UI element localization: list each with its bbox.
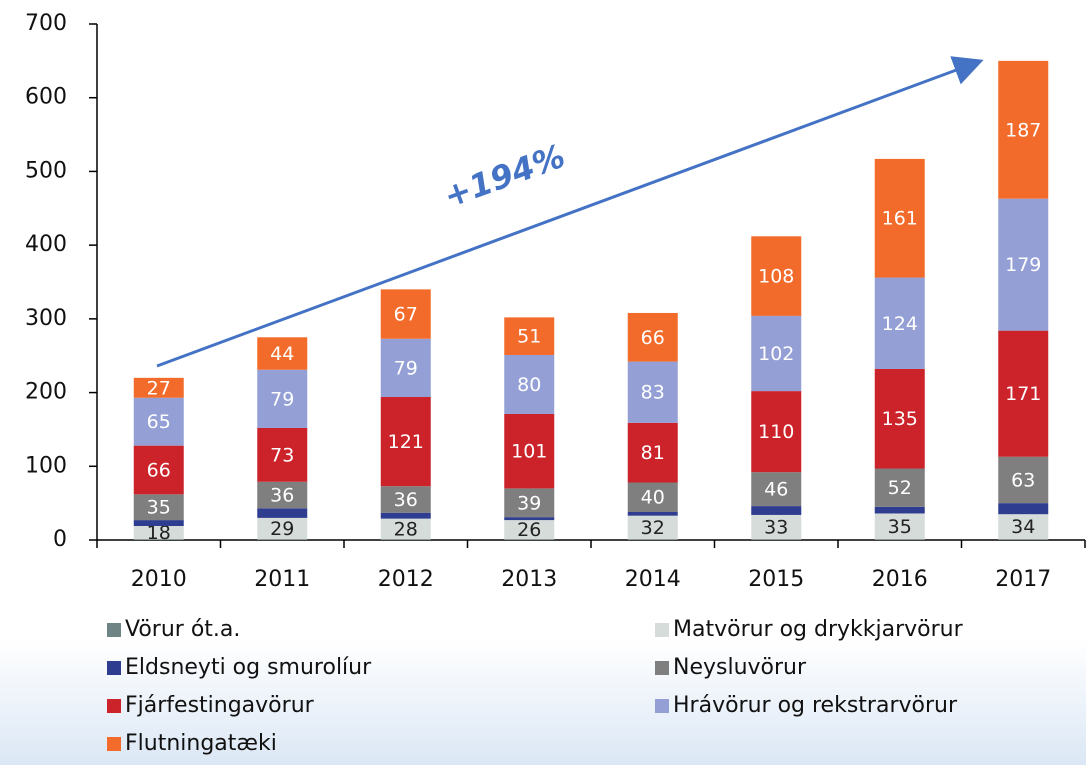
bar-segment bbox=[628, 539, 678, 540]
value-label: 33 bbox=[764, 517, 788, 539]
trend-arrow bbox=[157, 62, 978, 366]
value-label: 36 bbox=[270, 485, 294, 507]
value-label: 67 bbox=[394, 304, 418, 326]
bar-segment bbox=[381, 513, 431, 519]
legend-label: Neysluvörur bbox=[673, 655, 807, 680]
value-label: 79 bbox=[270, 388, 294, 410]
value-label: 44 bbox=[270, 343, 294, 365]
value-label: 171 bbox=[1005, 383, 1041, 405]
value-label: 108 bbox=[758, 266, 794, 288]
value-label: 121 bbox=[388, 431, 424, 453]
value-label: 179 bbox=[1005, 254, 1041, 276]
x-tick-label: 2013 bbox=[501, 567, 557, 592]
value-label: 26 bbox=[517, 519, 541, 541]
y-tick-label: 600 bbox=[25, 85, 67, 110]
value-label: 35 bbox=[147, 497, 171, 519]
value-label: 29 bbox=[270, 518, 294, 540]
legend-swatch bbox=[655, 699, 669, 713]
bar-segment bbox=[751, 539, 801, 540]
x-tick-label: 2017 bbox=[995, 567, 1051, 592]
value-label: 83 bbox=[641, 382, 665, 404]
value-label: 79 bbox=[394, 357, 418, 379]
y-tick-label: 300 bbox=[25, 306, 67, 331]
x-tick-label: 2016 bbox=[872, 567, 928, 592]
legend-label: Flutningatæki bbox=[125, 731, 277, 756]
bar-segment bbox=[875, 507, 925, 514]
value-label: 102 bbox=[758, 343, 794, 365]
bar-segment bbox=[504, 517, 554, 520]
bar-segment bbox=[134, 520, 184, 526]
value-label: 34 bbox=[1011, 516, 1035, 538]
value-label: 52 bbox=[888, 477, 912, 499]
bar-segment bbox=[628, 512, 678, 516]
y-tick-label: 700 bbox=[25, 11, 67, 36]
value-label: 66 bbox=[147, 459, 171, 481]
value-label: 187 bbox=[1005, 119, 1041, 141]
legend-swatch bbox=[107, 737, 121, 751]
value-label: 135 bbox=[882, 408, 918, 430]
bar-segment bbox=[875, 539, 925, 540]
x-tick-label: 2014 bbox=[625, 567, 681, 592]
value-label: 27 bbox=[147, 377, 171, 399]
value-label: 101 bbox=[511, 441, 547, 463]
value-label: 36 bbox=[394, 489, 418, 511]
annotation: +194% bbox=[439, 137, 570, 216]
legend-swatch bbox=[107, 699, 121, 713]
value-label: 124 bbox=[882, 313, 918, 335]
value-label: 110 bbox=[758, 421, 794, 443]
legend-swatch bbox=[107, 623, 121, 637]
y-tick-label: 100 bbox=[25, 453, 67, 478]
y-tick-label: 0 bbox=[53, 527, 67, 552]
legend-label: Fjárfestingavörur bbox=[125, 693, 315, 718]
bar-segment bbox=[257, 508, 307, 518]
legend-label: Hrávörur og rekstrarvörur bbox=[673, 693, 958, 718]
chart: +194% 0100200300400500600700201018356665… bbox=[0, 0, 1086, 765]
bar-segment bbox=[998, 539, 1048, 540]
legend-label: Eldsneyti og smurolíur bbox=[125, 655, 372, 680]
value-label: 32 bbox=[641, 517, 665, 539]
value-label: 80 bbox=[517, 374, 541, 396]
legend-swatch bbox=[107, 661, 121, 675]
value-label: 63 bbox=[1011, 469, 1035, 491]
value-label: 73 bbox=[270, 444, 294, 466]
value-label: 51 bbox=[517, 326, 541, 348]
y-tick-label: 400 bbox=[25, 232, 67, 257]
legend-label: Matvörur og drykkjarvörur bbox=[673, 617, 964, 642]
value-label: 46 bbox=[764, 479, 788, 501]
x-tick-label: 2015 bbox=[748, 567, 804, 592]
value-label: 39 bbox=[517, 492, 541, 514]
value-label: 161 bbox=[882, 208, 918, 230]
x-tick-label: 2010 bbox=[131, 567, 187, 592]
legend-swatch bbox=[655, 661, 669, 675]
value-label: 81 bbox=[641, 442, 665, 464]
value-label: 28 bbox=[394, 518, 418, 540]
y-tick-label: 200 bbox=[25, 380, 67, 405]
x-tick-label: 2011 bbox=[254, 567, 310, 592]
value-label: 35 bbox=[888, 516, 912, 538]
x-tick-label: 2012 bbox=[378, 567, 434, 592]
value-label: 66 bbox=[641, 327, 665, 349]
legend-label: Vörur ót.a. bbox=[125, 617, 240, 642]
legend-swatch bbox=[655, 623, 669, 637]
y-tick-label: 500 bbox=[25, 158, 67, 183]
bar-segment bbox=[751, 506, 801, 515]
value-label: 40 bbox=[641, 487, 665, 509]
bar-segment bbox=[998, 503, 1048, 514]
value-label: 65 bbox=[147, 411, 171, 433]
